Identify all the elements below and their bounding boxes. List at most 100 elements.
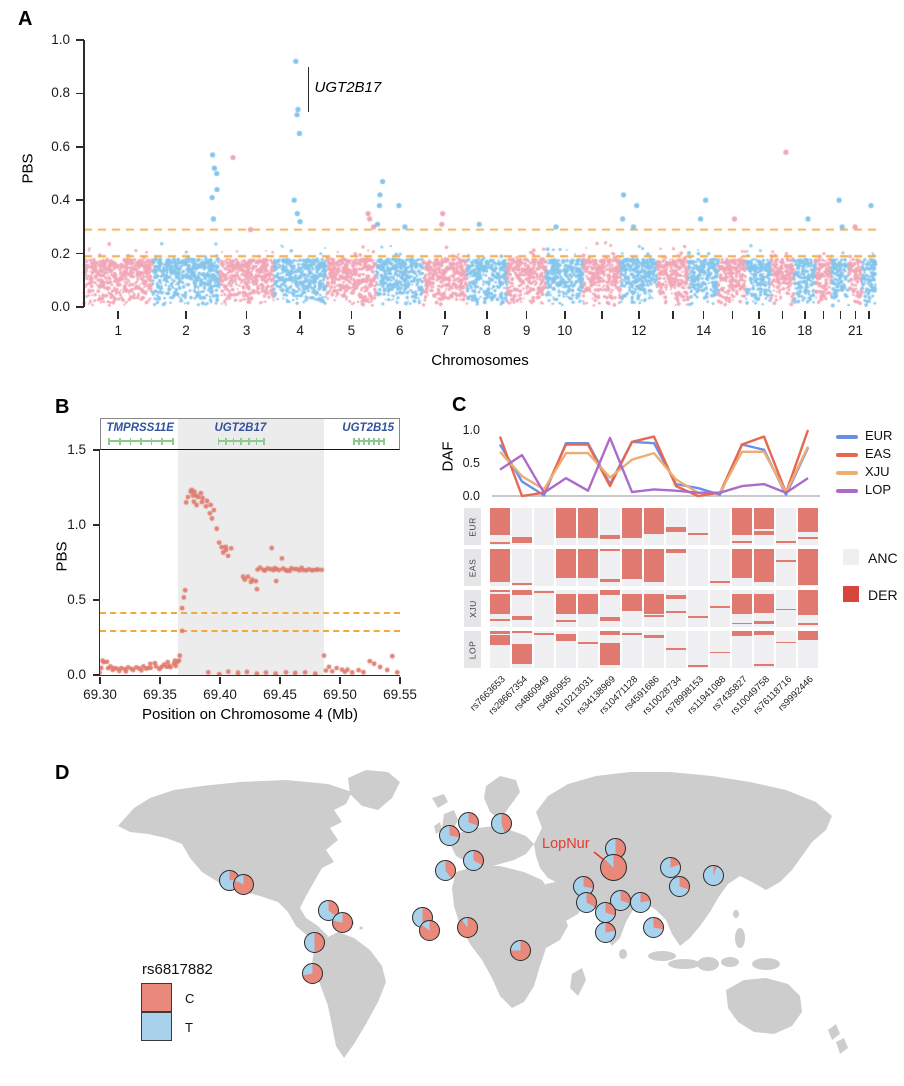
derived-allele-block: [490, 594, 510, 615]
panel-b-label: B: [55, 396, 70, 418]
heatmap-cell-col: [512, 590, 532, 627]
daf-legend-item-LOP: LOP: [836, 482, 891, 497]
derived-allele-block: [754, 508, 774, 530]
derived-allele-block: [556, 594, 576, 615]
derived-allele-block: [644, 549, 664, 582]
allele-c-swatch: [141, 983, 172, 1012]
x-tick-mark: [486, 311, 488, 319]
derived-allele-block: [512, 583, 532, 586]
x-tick-mark: [601, 311, 603, 319]
x-tick-mark: [525, 311, 528, 319]
derived-allele-block: [754, 631, 774, 635]
y-tick-mark: [76, 306, 84, 308]
heatmap-cell-col: [798, 631, 818, 668]
derived-allele-block: [732, 622, 752, 625]
gene-exon-tick: [383, 437, 385, 445]
annotation-text: UGT2B17: [314, 78, 382, 96]
y-tick-label: 0.0: [67, 667, 86, 682]
heatmap-cell-col: [688, 549, 708, 586]
y-tick-mark: [76, 252, 84, 255]
daf-legend-label-XJU: XJU: [865, 464, 890, 479]
derived-allele-block: [578, 594, 598, 615]
heatmap-cell-col: [732, 549, 752, 586]
derived-allele-block: [512, 615, 532, 621]
allele-t-swatch: [141, 1012, 172, 1041]
derived-allele-block: [776, 608, 796, 610]
derived-allele-block: [490, 542, 510, 544]
panel-a-y-axis-title: PBS: [19, 153, 37, 184]
y-tick-mark: [93, 599, 100, 601]
gene-exon-tick: [368, 437, 370, 445]
derived-allele-block: [754, 594, 774, 613]
pie-Japan: [702, 864, 724, 886]
heatmap-cell-col: [622, 549, 642, 586]
gene-exon-tick: [129, 437, 132, 445]
pie-E-Africa: [509, 939, 531, 961]
derived-allele-block: [644, 635, 664, 639]
derived-allele-block: [776, 642, 796, 644]
lopnur-annotation: LopNur: [542, 836, 590, 852]
pie-C-Asia-2: [575, 891, 597, 913]
y-tick-label: 0.2: [51, 245, 70, 261]
derived-allele-block: [490, 635, 510, 646]
derived-allele-block: [600, 549, 620, 552]
daf-line-chart: [492, 429, 820, 498]
gene-exon-tick: [232, 437, 235, 445]
heatmap-cell-col: [732, 590, 752, 627]
gene-exon-tick: [358, 437, 360, 445]
daf-legend-label-EAS: EAS: [865, 446, 892, 461]
daf-legend-swatch-XJU: [836, 470, 858, 475]
y-tick-label: 0.0: [51, 299, 70, 314]
heatmap-cell-col: [754, 508, 774, 545]
manhattan-plot-canvas: [0, 0, 904, 330]
derived-allele-block: [512, 536, 532, 543]
heatmap-cell-col: [798, 590, 818, 627]
north-america: [118, 780, 352, 944]
row-label-text: EAS: [467, 558, 478, 577]
heatmap-cell-col: [600, 631, 620, 668]
x-tick-mark: [757, 311, 760, 319]
x-tick-mark: [398, 311, 401, 319]
heatmap-cell-col: [622, 508, 642, 545]
derived-allele-block: [710, 606, 730, 608]
x-tick-label: 14: [696, 323, 712, 338]
x-tick-label: 8: [483, 323, 491, 338]
heatmap-cell-col: [556, 549, 576, 586]
heatmap-cell-col: [644, 631, 664, 668]
y-tick-label: 0.6: [51, 138, 70, 154]
gene-exon-tick: [217, 437, 220, 445]
derived-allele-block: [556, 549, 576, 578]
gene-exon-tick: [263, 437, 265, 445]
x-tick-mark: [854, 311, 857, 319]
gene-exon-tick: [225, 437, 227, 445]
heatmap-cell-col: [754, 549, 774, 586]
borneo: [697, 957, 719, 971]
greenland: [348, 770, 400, 810]
australia: [726, 978, 802, 1034]
derived-allele-block: [622, 632, 642, 635]
x-tick-mark: [638, 311, 640, 319]
derived-allele-block: [556, 619, 576, 622]
derived-allele-block: [688, 665, 708, 667]
gene-exon-tick: [119, 437, 121, 445]
heatmap-cell-col: [732, 508, 752, 545]
x-tick-label: 4: [296, 323, 304, 338]
java: [668, 959, 700, 969]
der-swatch: [843, 586, 859, 602]
pie-W-Africa-2: [418, 919, 440, 941]
derived-allele-block: [732, 508, 752, 535]
south-america: [312, 932, 386, 1058]
x-tick-mark: [219, 677, 221, 684]
map-legend-title: rs6817882: [142, 961, 213, 978]
x-tick-label: 69.40: [203, 687, 237, 702]
allele-t-label: T: [185, 1020, 193, 1035]
heatmap-cell-col: [600, 590, 620, 627]
anc-label: ANC: [868, 550, 898, 566]
daf-legend-item-XJU: XJU: [836, 464, 890, 479]
x-tick-label: 3: [242, 323, 251, 338]
panel-b-y-axis-line: [99, 450, 101, 675]
daf-legend-item-EUR: EUR: [836, 428, 892, 443]
derived-allele-block: [798, 590, 818, 616]
heatmap-cell-col: [710, 631, 730, 668]
gene-exon-tick: [248, 437, 250, 445]
